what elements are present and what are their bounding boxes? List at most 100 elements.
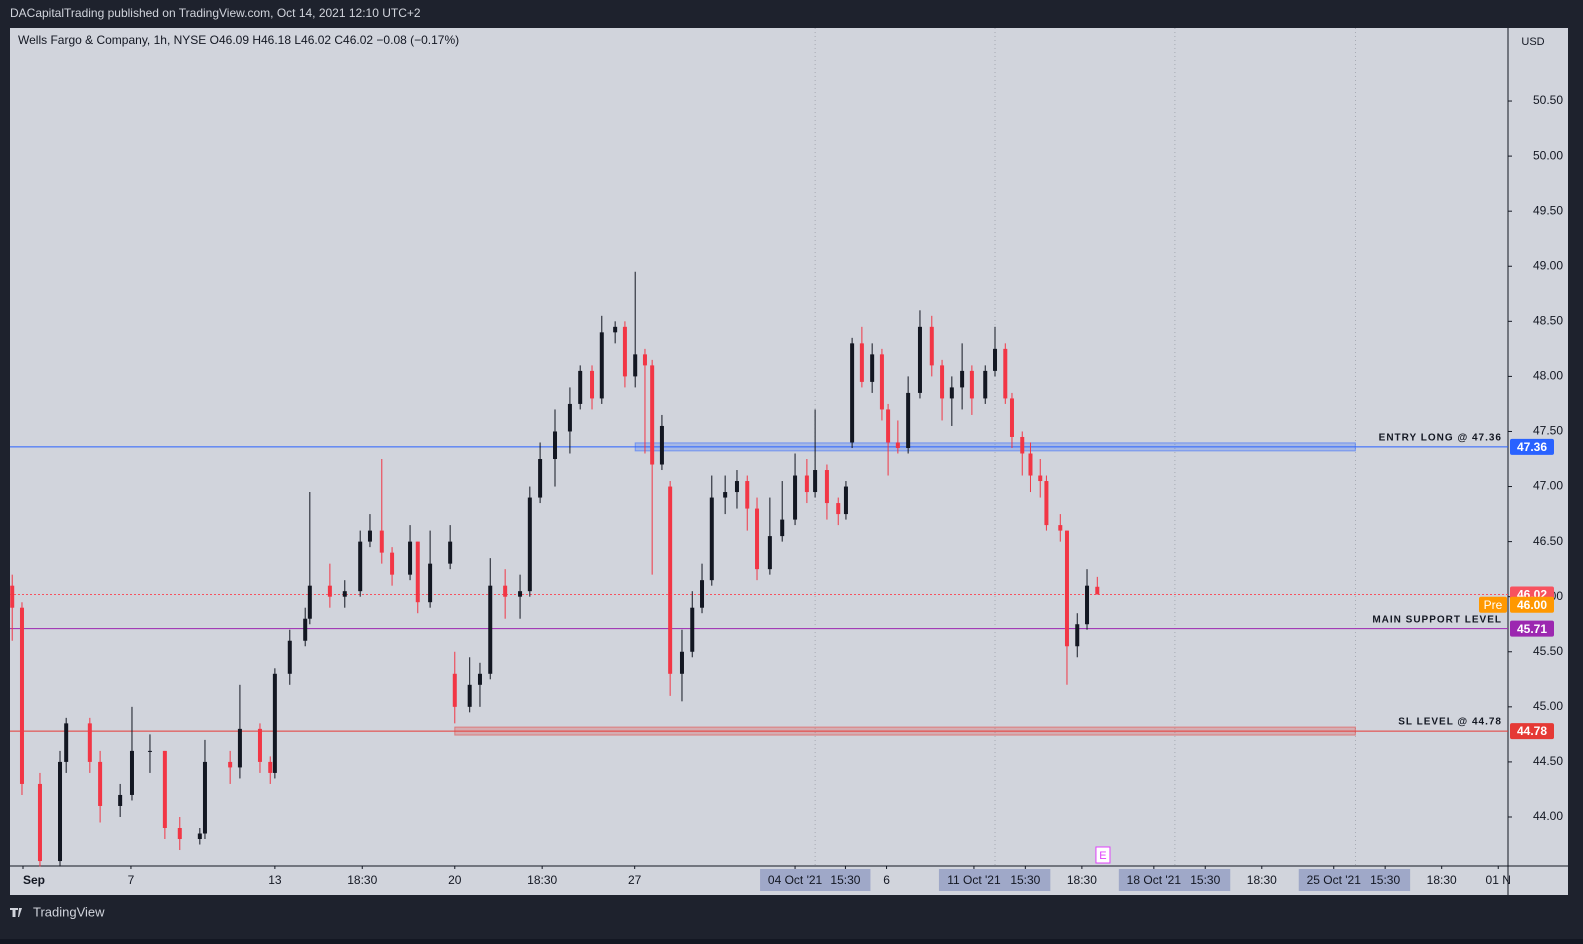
candle-body	[895, 442, 900, 448]
price-tag-label: 46.00	[1517, 598, 1547, 612]
candle-body	[734, 481, 739, 493]
candle-body	[622, 326, 627, 377]
candle-body	[1028, 453, 1033, 476]
y-tick-label: 50.50	[1533, 93, 1563, 107]
y-tick-label: 45.50	[1533, 644, 1563, 658]
candle-body	[257, 728, 262, 762]
y-tick-label: 47.50	[1533, 424, 1563, 438]
candle-body	[428, 563, 433, 603]
candle-body	[993, 348, 998, 371]
candle-body	[659, 425, 664, 465]
candle-body	[1038, 475, 1043, 482]
candle-body	[197, 833, 202, 840]
candle-body	[58, 761, 63, 862]
x-tick-label: 01 N	[1486, 873, 1511, 887]
candle-body	[940, 365, 945, 399]
x-highlight	[760, 869, 871, 891]
candle-body	[642, 354, 647, 366]
x-highlight	[1118, 869, 1231, 891]
price-tag	[1510, 723, 1554, 740]
candle-body	[613, 326, 618, 333]
candle-body	[599, 332, 604, 399]
x-tick-label: 18:30	[1247, 873, 1277, 887]
price-tag-label: 47.36	[1517, 440, 1547, 454]
x-tick-label: 25 Oct '21	[1307, 873, 1362, 887]
candle-body	[379, 530, 384, 553]
candle-body	[268, 761, 273, 773]
y-tick-label: 46.50	[1533, 534, 1563, 548]
candle-body	[327, 585, 332, 597]
x-tick-label: 18:30	[527, 873, 557, 887]
event-marker	[1095, 846, 1111, 864]
candle-body	[723, 492, 728, 498]
y-tick-label: 48.00	[1533, 369, 1563, 383]
x-tick-label: 15:30	[1190, 873, 1220, 887]
y-tick-label: 50.00	[1533, 148, 1563, 162]
pre-tag-label: Pre	[1484, 598, 1503, 612]
candle-body	[793, 475, 798, 520]
candle-body	[37, 783, 42, 862]
candle-body	[1003, 348, 1008, 399]
x-highlight	[938, 869, 1051, 891]
candle-body	[879, 354, 884, 410]
candle-body	[1085, 585, 1090, 625]
candle-body	[527, 497, 532, 592]
candle-body	[836, 503, 841, 515]
x-tick-label: 11 Oct '21	[947, 873, 1001, 887]
candle-body	[415, 541, 420, 603]
x-tick-label: 18:30	[347, 873, 377, 887]
candle-body	[850, 343, 855, 443]
candle-body	[633, 354, 638, 377]
x-tick-label: 13	[268, 873, 282, 887]
level-name: SL LEVEL @ 44.78	[1398, 717, 1502, 728]
candle-body	[452, 673, 457, 707]
y-tick-label: 49.00	[1533, 258, 1563, 272]
candle-body	[553, 431, 558, 460]
x-tick-label: 15:30	[1370, 873, 1400, 887]
candle-body	[1064, 530, 1069, 647]
candle-body	[228, 761, 233, 768]
event-label: E	[1099, 850, 1106, 862]
candle-body	[700, 580, 705, 608]
level-name: ENTRY LONG @ 47.36	[1379, 433, 1502, 444]
candle-body	[303, 618, 308, 641]
legend: Wells Fargo & Company, 1h, NYSE O46.09 H…	[18, 33, 459, 47]
candle-body	[98, 761, 103, 806]
candle-body	[177, 827, 182, 840]
candle-body	[272, 673, 277, 773]
candle-body	[767, 536, 772, 570]
y-tick-label: 45.00	[1533, 699, 1563, 713]
candle-body	[960, 370, 965, 388]
x-tick-label: 15:30	[830, 873, 860, 887]
candle-body	[87, 723, 92, 762]
logo: TradingView	[10, 904, 105, 919]
candle-body	[813, 470, 818, 493]
candle-body	[477, 673, 482, 685]
candle-body	[906, 392, 911, 448]
candle-body	[843, 486, 848, 515]
candle-body	[1020, 436, 1025, 454]
price-tag	[1510, 620, 1554, 637]
candle-body	[342, 591, 347, 597]
candle-body	[578, 370, 583, 404]
footer: TradingView	[33, 904, 105, 919]
candle-body	[983, 370, 988, 399]
price-tag	[1510, 596, 1554, 613]
candle-body	[202, 761, 207, 834]
x-tick-label: 04 Oct '21	[768, 873, 823, 887]
candle-body	[488, 585, 493, 674]
candle-body	[10, 585, 15, 608]
header: DACapitalTrading published on TradingVie…	[10, 6, 421, 20]
candle-body	[358, 541, 363, 592]
candle-body	[929, 326, 934, 366]
candle-body	[859, 343, 864, 382]
candle-body	[755, 508, 760, 570]
candle-body	[1044, 481, 1049, 526]
candle-body	[64, 723, 69, 762]
candle-body	[1058, 525, 1063, 531]
x-tick-label: 7	[128, 873, 135, 887]
candle-body	[679, 651, 684, 674]
candle-body	[390, 552, 395, 575]
y-tick-label: 49.50	[1533, 203, 1563, 217]
